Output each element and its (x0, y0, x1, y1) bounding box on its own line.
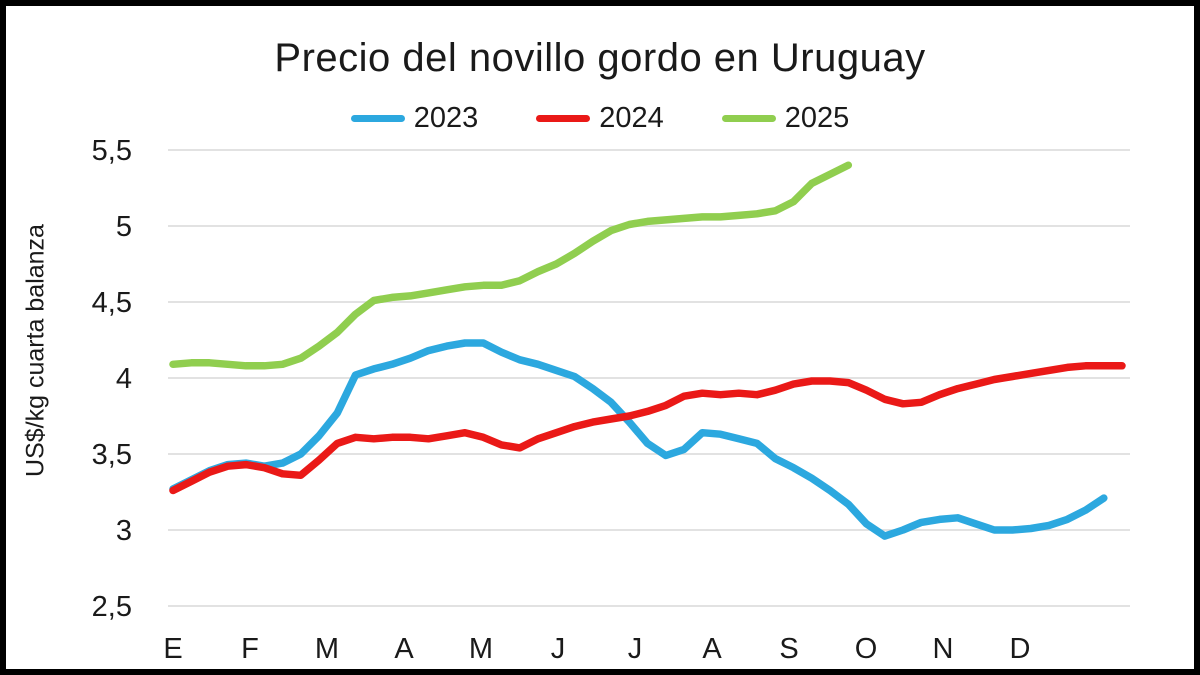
chart-title: Precio del novillo gordo en Uruguay (274, 36, 926, 80)
legend: 2023 2024 2025 (6, 102, 1194, 135)
x-tick-label: J (628, 633, 643, 665)
legend-item-2023: 2023 (350, 102, 479, 135)
y-tick-label: 2,5 (92, 591, 132, 623)
x-tick-label: D (1010, 633, 1031, 665)
x-tick-label: M (469, 633, 493, 665)
x-tick-label: A (394, 633, 414, 665)
y-tick-label: 5 (116, 211, 132, 243)
legend-label: 2024 (599, 102, 664, 134)
legend-label: 2025 (784, 102, 850, 134)
legend-swatch-2023 (350, 115, 405, 122)
x-tick-label: M (315, 633, 339, 665)
x-tick-label: F (241, 633, 259, 665)
plot-area: 5,5 5 4,5 4 3,5 3 2,5 E F M A M J J A S O N D (92, 135, 1130, 665)
y-tick-label: 5,5 (92, 135, 132, 167)
legend-item-2025: 2025 (721, 102, 850, 135)
x-tick-label: S (779, 633, 798, 665)
legend-item-2024: 2024 (536, 102, 664, 135)
series-line-2025 (169, 161, 853, 370)
y-tick-label: 3 (116, 515, 132, 547)
legend-label: 2023 (413, 102, 479, 134)
x-tick-label: E (163, 633, 182, 665)
y-tick-label: 3,5 (92, 439, 132, 471)
x-tick-label: J (551, 633, 566, 665)
series-line-2024 (169, 362, 1126, 495)
series-line-2023 (169, 339, 1108, 540)
y-tick-label: 4,5 (92, 287, 132, 319)
x-tick-label: N (933, 633, 954, 665)
x-tick-label: O (855, 633, 878, 665)
legend-swatch-2024 (536, 115, 591, 122)
y-tick-label: 4 (116, 363, 132, 395)
legend-swatch-2025 (721, 115, 776, 122)
x-tick-label: A (702, 633, 722, 665)
